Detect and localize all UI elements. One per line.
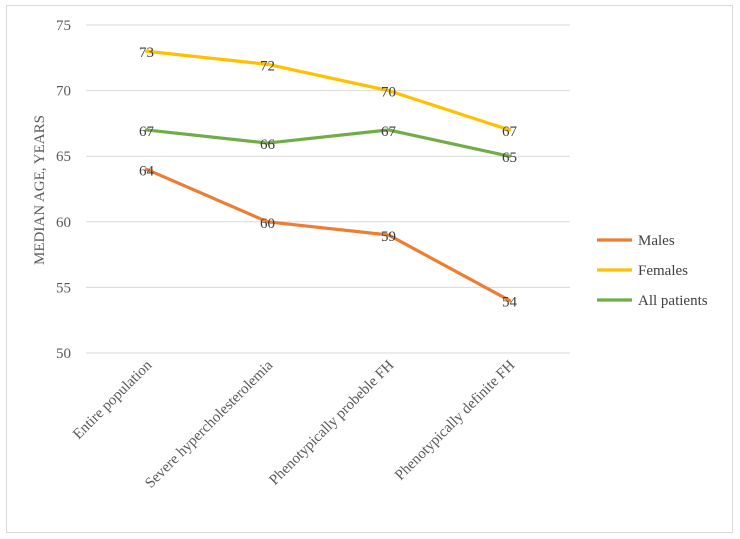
data-label: 64 <box>139 163 155 179</box>
data-label: 67 <box>381 124 397 140</box>
x-tick-label: Phenotypically probeble FH <box>266 357 397 488</box>
data-label: 65 <box>502 150 517 166</box>
legend-entry: All patients <box>638 293 708 309</box>
series-line-all-patients <box>144 128 512 158</box>
data-label: 70 <box>381 85 396 101</box>
series-line-males <box>144 167 512 303</box>
x-tick-label: Severe hypercholesterolemia <box>142 357 276 491</box>
data-label: 60 <box>260 216 275 232</box>
data-label: 67 <box>139 124 155 140</box>
gridlines <box>86 24 570 354</box>
data-label: 72 <box>260 58 275 74</box>
legend: Males Females All patients <box>597 233 708 309</box>
y-axis-ticks: 50 55 60 65 70 75 <box>56 18 71 362</box>
y-tick-label: 75 <box>56 18 71 34</box>
series-line-females <box>144 49 512 132</box>
y-axis-title: MEDIAN AGE, YEARS <box>32 115 48 265</box>
data-labels: 64 60 59 54 73 72 70 67 67 66 67 65 <box>139 45 518 310</box>
x-tick-label: Entire population <box>70 357 156 443</box>
data-label: 73 <box>139 45 154 61</box>
data-label: 67 <box>502 124 518 140</box>
x-tick-label: Phenotypically definite FH <box>392 357 518 483</box>
legend-entry: Females <box>638 263 688 279</box>
y-tick-label: 50 <box>56 346 71 362</box>
data-label: 59 <box>381 229 396 245</box>
legend-entry: Males <box>638 233 675 249</box>
data-label: 66 <box>260 137 276 153</box>
series-lines <box>144 49 512 303</box>
data-label: 54 <box>502 295 518 311</box>
y-tick-label: 60 <box>56 215 71 231</box>
y-tick-label: 70 <box>56 84 71 100</box>
y-tick-label: 55 <box>56 280 71 296</box>
y-tick-label: 65 <box>56 149 71 165</box>
